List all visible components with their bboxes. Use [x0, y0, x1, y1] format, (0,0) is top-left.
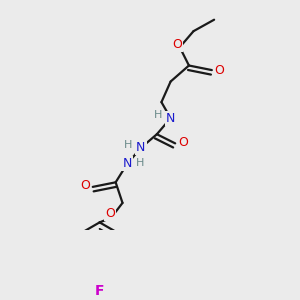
- Text: N: N: [166, 112, 175, 125]
- Text: O: O: [178, 136, 188, 149]
- Text: O: O: [80, 179, 90, 192]
- Text: H: H: [124, 140, 132, 149]
- Text: F: F: [95, 284, 104, 298]
- Text: H: H: [154, 110, 162, 120]
- Text: O: O: [172, 38, 182, 51]
- Text: N: N: [136, 142, 146, 154]
- Text: O: O: [105, 207, 115, 220]
- Text: H: H: [136, 158, 144, 168]
- Text: O: O: [214, 64, 224, 76]
- Text: N: N: [122, 158, 132, 170]
